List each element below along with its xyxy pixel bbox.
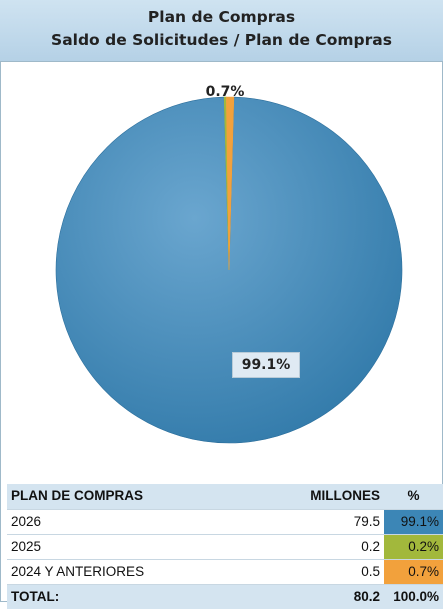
pie-data-label-large: 99.1% [232,352,300,378]
chart-title: Plan de Compras [147,8,296,26]
table-row: 2024 Y ANTERIORES 0.5 0.7% [7,559,443,585]
pie-slice-2024-anteriores [225,96,235,271]
row-pct: 99.1% [384,509,443,535]
pie-chart-area [0,62,443,480]
table-row: 2026 79.5 99.1% [7,509,443,535]
total-value: 80.2 [257,584,384,609]
header-plan: PLAN DE COMPRAS [7,484,257,510]
header-pct: % [384,484,443,510]
row-value: 0.5 [257,559,384,585]
row-pct: 0.7% [384,559,443,585]
table-total-row: TOTAL: 80.2 100.0% [7,584,443,609]
row-pct: 0.2% [384,534,443,560]
table-header-row: PLAN DE COMPRAS MILLONES % [7,484,443,510]
table-row: 2025 0.2 0.2% [7,534,443,560]
pie-data-label-small: 0.7% [205,84,245,100]
header-millones: MILLONES [257,484,384,510]
row-name: 2024 Y ANTERIORES [7,559,257,585]
chart-header: Plan de Compras Saldo de Solicitudes / P… [0,0,443,62]
chart-subtitle: Saldo de Solicitudes / Plan de Compras [51,31,392,49]
pie-slice-2026 [55,96,403,444]
total-pct: 100.0% [384,584,443,609]
pie-chart [55,96,403,444]
row-value: 79.5 [257,509,384,535]
row-name: 2025 [7,534,257,560]
summary-table: PLAN DE COMPRAS MILLONES % 2026 79.5 99.… [7,484,443,609]
total-label: TOTAL: [7,584,257,609]
row-name: 2026 [7,509,257,535]
row-value: 0.2 [257,534,384,560]
